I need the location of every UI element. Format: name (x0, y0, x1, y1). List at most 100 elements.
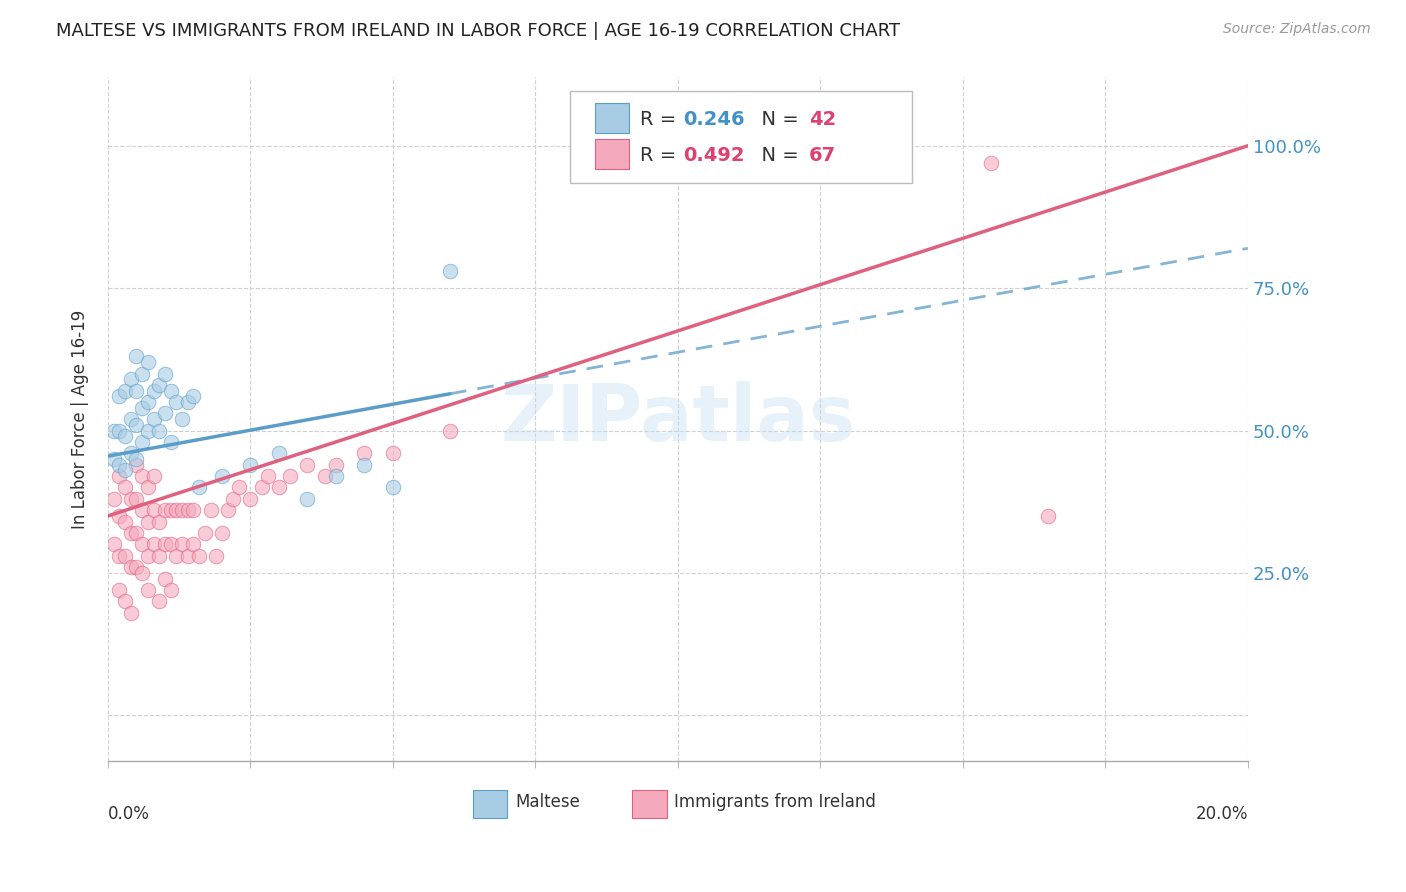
Point (108, 549, 131, 563)
Point (131, 367, 153, 381)
Text: 20.0%: 20.0% (1195, 805, 1249, 823)
Point (325, 469, 347, 483)
Point (148, 594, 170, 608)
Point (153, 407, 176, 421)
Point (125, 491, 148, 506)
Point (125, 458, 148, 472)
Point (136, 395, 159, 409)
Point (125, 417, 148, 432)
Point (381, 446, 404, 460)
Point (131, 401, 153, 415)
Point (136, 355, 159, 369)
Point (211, 526, 233, 541)
Point (125, 350, 148, 364)
Point (183, 537, 205, 551)
Point (183, 503, 205, 517)
Point (325, 458, 347, 472)
Point (131, 434, 153, 449)
Point (103, 424, 125, 438)
Text: R =: R = (640, 146, 683, 165)
Point (165, 549, 187, 563)
Text: Maltese: Maltese (515, 793, 579, 811)
Point (142, 384, 165, 398)
Point (142, 412, 165, 426)
Text: 0.246: 0.246 (683, 111, 745, 129)
Point (980, 156, 1002, 170)
Point (142, 469, 165, 483)
Point (439, 424, 461, 438)
Point (267, 446, 290, 460)
Text: 0.492: 0.492 (683, 146, 745, 165)
Point (153, 572, 176, 586)
Point (125, 384, 148, 398)
Point (239, 458, 262, 472)
Point (142, 503, 165, 517)
Point (177, 549, 200, 563)
Point (297, 491, 319, 506)
Point (165, 395, 187, 409)
Point (194, 526, 217, 541)
Point (108, 508, 131, 523)
Text: 0.0%: 0.0% (108, 805, 150, 823)
Point (1038, 508, 1060, 523)
Text: N =: N = (748, 146, 804, 165)
Text: ZIPatlas: ZIPatlas (501, 381, 855, 457)
Text: N =: N = (748, 111, 804, 129)
Point (114, 463, 136, 477)
Point (125, 452, 148, 467)
Point (148, 378, 170, 392)
Point (314, 469, 336, 483)
Point (103, 491, 125, 506)
Point (131, 537, 153, 551)
Point (188, 549, 211, 563)
Point (239, 491, 262, 506)
Point (125, 526, 148, 541)
Point (120, 446, 142, 460)
Point (131, 566, 153, 580)
Point (114, 429, 136, 443)
FancyBboxPatch shape (633, 790, 666, 818)
Point (103, 537, 125, 551)
Point (217, 503, 239, 517)
Point (297, 458, 319, 472)
Point (114, 594, 136, 608)
Point (108, 389, 131, 403)
Text: 42: 42 (808, 111, 837, 129)
Point (120, 560, 142, 574)
Point (153, 537, 176, 551)
Point (148, 424, 170, 438)
Point (108, 582, 131, 597)
Point (120, 372, 142, 386)
Point (120, 526, 142, 541)
Point (103, 452, 125, 467)
Point (131, 503, 153, 517)
Text: MALTESE VS IMMIGRANTS FROM IRELAND IN LABOR FORCE | AGE 16-19 CORRELATION CHART: MALTESE VS IMMIGRANTS FROM IRELAND IN LA… (56, 22, 900, 40)
Point (172, 412, 194, 426)
Point (211, 469, 233, 483)
Point (148, 549, 170, 563)
Point (381, 480, 404, 494)
Point (108, 458, 131, 472)
FancyBboxPatch shape (569, 91, 911, 184)
Point (267, 480, 290, 494)
Point (159, 582, 181, 597)
Text: R =: R = (640, 111, 683, 129)
Point (108, 469, 131, 483)
Point (120, 606, 142, 620)
Point (136, 549, 159, 563)
Text: 67: 67 (808, 146, 837, 165)
FancyBboxPatch shape (595, 103, 628, 133)
Point (114, 480, 136, 494)
Point (159, 384, 181, 398)
Point (172, 537, 194, 551)
Point (114, 549, 136, 563)
Point (222, 491, 245, 506)
Point (205, 549, 228, 563)
Text: Immigrants from Ireland: Immigrants from Ireland (675, 793, 876, 811)
Point (353, 458, 375, 472)
Point (153, 367, 176, 381)
Point (177, 503, 200, 517)
Point (159, 503, 181, 517)
Point (159, 537, 181, 551)
Point (183, 389, 205, 403)
